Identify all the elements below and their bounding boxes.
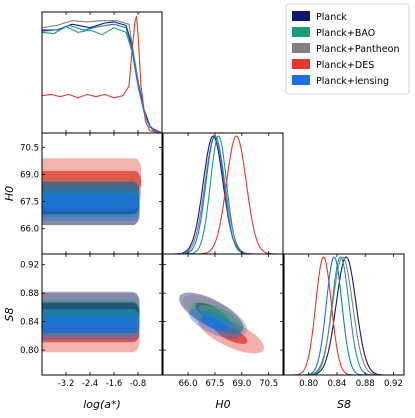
y-tick-label-S8: 0.88 <box>20 289 39 299</box>
contour-s8-h0-planck-lensing-1sigma <box>201 316 229 332</box>
x-tick-label-S8: 0.80 <box>299 379 318 389</box>
x-axis-label-h0: H0 <box>215 398 230 411</box>
s8-marginal-planck-bao <box>284 256 404 375</box>
legend-label-planck-bao: Planck+BAO <box>316 28 375 39</box>
x-tick-label-S8: 0.84 <box>327 379 346 389</box>
legend-swatch-planck-pantheon <box>292 43 310 53</box>
y-tick-label-H0: 67.5 <box>20 198 39 208</box>
x-tick-label-H0: 70.5 <box>259 379 278 389</box>
x-tick-label-S8: 0.88 <box>356 379 375 389</box>
legend-swatch-planck-des <box>292 59 310 69</box>
legend-swatch-planck-lensing <box>292 75 310 85</box>
s8-marginal-planck <box>284 256 404 375</box>
loga-marginal-planck-des <box>42 15 162 133</box>
h0-marginal-planck-des <box>163 135 283 254</box>
legend-frame <box>285 3 410 95</box>
h0-marginal-planck-bao <box>163 135 283 254</box>
loga-marginal-planck-bao <box>42 25 162 133</box>
y-tick-label-S8: 0.92 <box>20 261 39 271</box>
loga-marginal-planck-lensing <box>42 23 162 133</box>
loga-marginal-planck <box>42 21 162 133</box>
x-tick-label-loga: -2.4 <box>82 379 99 389</box>
contour-fills <box>42 158 264 354</box>
legend-swatch-planck <box>292 11 310 21</box>
y-tick-label-H0: 66.0 <box>20 225 39 235</box>
s8-marginal-planck-lensing <box>284 256 404 375</box>
x-axis-label-loga: log(a*) <box>83 398 121 411</box>
legend-label-planck-pantheon: Planck+Pantheon <box>316 44 399 55</box>
x-tick-label-H0: 67.5 <box>205 379 224 389</box>
y-axis-label-h0: H0 <box>3 186 16 201</box>
x-tick-label-loga: -1.6 <box>106 379 123 389</box>
panel-frame-0-2 <box>41 253 163 376</box>
panel-frame-1-2 <box>162 253 284 376</box>
legend-label-planck: Planck <box>316 12 347 23</box>
legend-label-planck-des: Planck+DES <box>316 60 374 71</box>
contour-h0-loga-planck-des-1sigma <box>42 170 141 193</box>
tick-labels: -3.2 -2.4 -1.6 -0.8 66.0 67.5 69.0 70.5 0.80 0.84… <box>3 143 403 411</box>
s8-marginal-planck-pantheon <box>284 256 404 375</box>
y-tick-label-H0: 69.0 <box>20 171 39 181</box>
legend: Planck Planck+BAO Planck+Pantheon Planck+DE… <box>285 3 410 95</box>
panel-frame-2-2 <box>283 253 405 376</box>
y-tick-label-S8: 0.80 <box>20 346 39 356</box>
loga-marginal-planck-pantheon <box>42 20 162 133</box>
y-axis-label-s8: S8 <box>3 308 16 322</box>
s8-marginal-planck-des <box>284 256 404 375</box>
contour-s8-loga-planck-lensing-1sigma <box>42 316 140 333</box>
x-tick-label-loga: -3.2 <box>58 379 75 389</box>
x-axis-label-s8: S8 <box>337 398 351 411</box>
x-tick-label-H0: 69.0 <box>232 379 251 389</box>
y-tick-label-H0: 70.5 <box>20 143 39 153</box>
legend-label-planck-lensing: Planck+lensing <box>316 76 389 87</box>
contour-s8-h0-planck-bao-1sigma <box>203 310 230 326</box>
x-tick-label-S8: 0.92 <box>384 379 403 389</box>
contour-h0-loga-planck-lensing-1sigma <box>42 193 140 212</box>
panel-frames <box>41 11 405 376</box>
legend-swatch-planck-bao <box>292 27 310 37</box>
x-tick-label-H0: 66.0 <box>179 379 198 389</box>
y-tick-label-S8: 0.84 <box>20 318 39 328</box>
x-tick-label-loga: -0.8 <box>130 379 147 389</box>
